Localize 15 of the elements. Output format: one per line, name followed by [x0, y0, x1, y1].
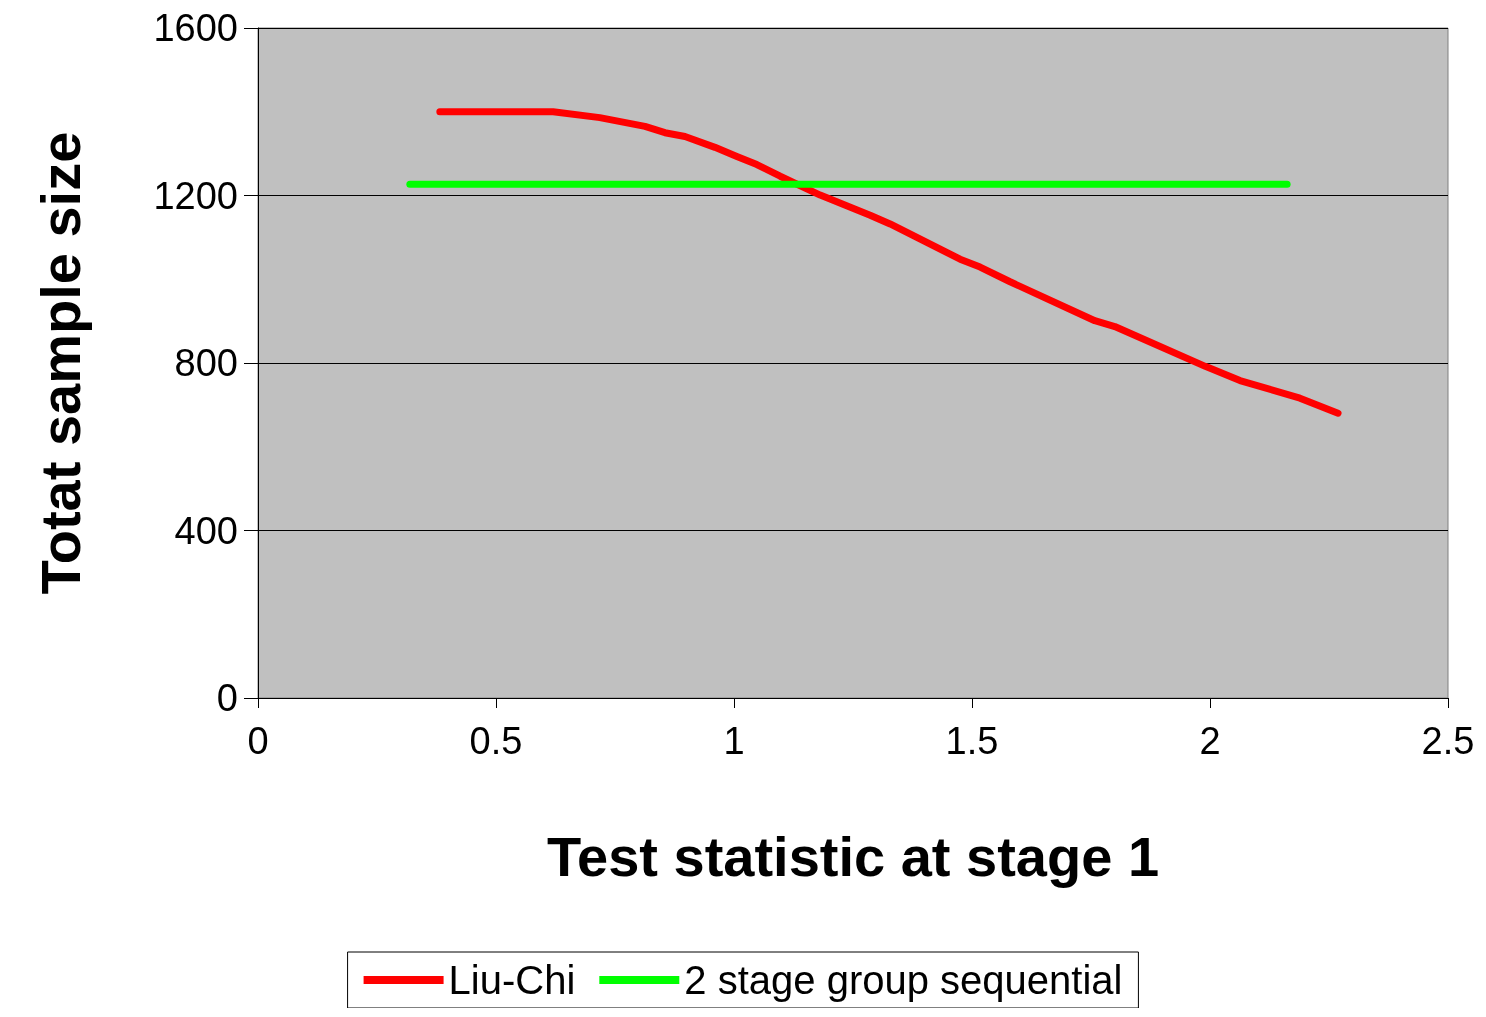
legend-label: Liu-Chi — [448, 958, 576, 1002]
y-tick-label: 400 — [174, 509, 238, 552]
y-tick-label: 800 — [174, 342, 238, 384]
x-tick-label: 1 — [723, 720, 745, 762]
legend-label: 2 stage group sequential — [684, 958, 1123, 1002]
y-tick-label: 0 — [216, 677, 238, 719]
x-tick-label: 1.5 — [945, 720, 999, 762]
x-tick-label: 0 — [247, 720, 269, 762]
y-tick-label: 1600 — [153, 7, 238, 49]
y-axis-title: Totat sample size — [28, 131, 92, 595]
x-tick-label: 2.5 — [1421, 720, 1475, 762]
x-axis-title: Test statistic at stage 1 — [546, 824, 1160, 888]
y-tick-label: 1200 — [153, 174, 238, 217]
x-tick-label: 2 — [1199, 720, 1221, 762]
x-tick-label: 0.5 — [469, 720, 523, 762]
